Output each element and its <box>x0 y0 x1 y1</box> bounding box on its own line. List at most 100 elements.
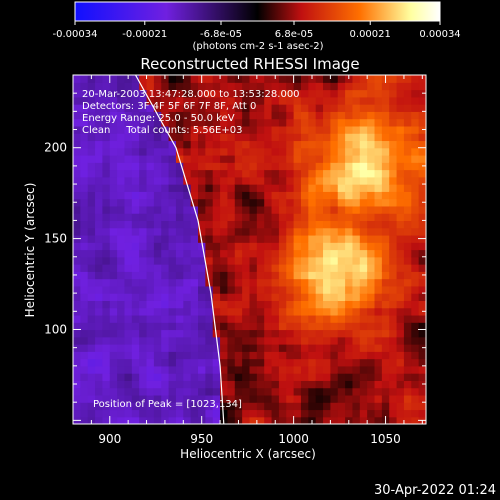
heatmap-cell <box>198 205 206 214</box>
heatmap-cell <box>102 118 111 127</box>
heatmap-cell <box>117 147 126 156</box>
heatmap-cell <box>220 205 229 214</box>
heatmap-cell <box>278 329 287 338</box>
heatmap-cell <box>168 220 177 229</box>
heatmap-cell <box>124 365 133 374</box>
heatmap-cell <box>212 176 221 185</box>
heatmap-cell <box>234 176 243 185</box>
heatmap-cell <box>139 293 148 301</box>
heatmap-cell <box>220 242 229 251</box>
heatmap-cell <box>146 278 155 287</box>
heatmap-cell <box>345 409 354 418</box>
heatmap-cell <box>227 111 236 120</box>
heatmap-cell <box>212 322 221 331</box>
heatmap-cell <box>323 307 331 316</box>
heatmap-cell <box>161 133 170 142</box>
heatmap-cell <box>264 336 273 345</box>
heatmap-cell <box>315 365 324 374</box>
heatmap-cell <box>146 82 155 91</box>
heatmap-cell <box>300 293 309 301</box>
heatmap-cell <box>212 133 221 142</box>
heatmap-cell <box>124 242 133 251</box>
heatmap-cell <box>109 89 118 98</box>
heatmap-cell <box>87 227 96 236</box>
heatmap-cell <box>175 89 184 98</box>
heatmap-cell <box>95 220 104 229</box>
heatmap-cell <box>389 416 398 424</box>
heatmap-cell <box>220 373 229 381</box>
heatmap-cell <box>278 82 287 91</box>
heatmap-cell <box>153 314 162 323</box>
heatmap-cell <box>352 154 361 163</box>
heatmap-cell <box>271 387 280 396</box>
heatmap-cell <box>367 205 376 214</box>
heatmap-cell <box>139 213 148 222</box>
heatmap-cell <box>220 264 229 272</box>
heatmap-cell <box>381 104 390 112</box>
heatmap-cell <box>242 402 251 411</box>
heatmap-cell <box>205 125 214 134</box>
heatmap-cell <box>345 118 354 127</box>
heatmap-cell <box>102 213 111 222</box>
heatmap-cell <box>359 111 368 120</box>
heatmap-cell <box>359 169 368 178</box>
heatmap-cell <box>256 198 265 207</box>
heatmap-cell <box>403 409 412 418</box>
heatmap-cell <box>109 387 118 396</box>
heatmap-cell <box>396 387 405 396</box>
heatmap-cell <box>359 293 368 301</box>
heatmap-cell <box>293 242 302 251</box>
heatmap-cell <box>146 300 155 309</box>
heatmap-cell <box>146 307 155 316</box>
heatmap-cell <box>249 409 258 418</box>
heatmap-cell <box>95 380 104 389</box>
heatmap-cell <box>418 285 426 294</box>
heatmap-cell <box>374 82 383 91</box>
heatmap-cell <box>381 278 390 287</box>
heatmap-cell <box>308 373 317 381</box>
heatmap-cell <box>73 278 81 287</box>
heatmap-cell <box>367 409 376 418</box>
heatmap-cell <box>300 264 309 272</box>
heatmap-cell <box>190 409 199 418</box>
heatmap-cell <box>300 278 309 287</box>
heatmap-cell <box>418 300 426 309</box>
heatmap-cell <box>293 205 302 214</box>
heatmap-cell <box>286 125 295 134</box>
heatmap-cell <box>359 82 368 91</box>
heatmap-cell <box>131 344 140 352</box>
heatmap-cell <box>124 191 133 200</box>
heatmap-cell <box>411 184 420 192</box>
heatmap-cell <box>374 147 383 156</box>
heatmap-cell <box>315 314 324 323</box>
heatmap-cell <box>183 344 192 352</box>
heatmap-cell <box>403 213 412 222</box>
heatmap-cell <box>411 147 420 156</box>
heatmap-cell <box>117 89 126 98</box>
heatmap-cell <box>175 169 184 178</box>
heatmap-cell <box>102 242 111 251</box>
colorbar-unit-label: (photons cm-2 s-1 asec-2) <box>192 41 323 52</box>
heatmap-cell <box>95 402 104 411</box>
heatmap-cell <box>161 147 170 156</box>
heatmap-cell <box>323 198 331 207</box>
heatmap-cell <box>227 205 236 214</box>
heatmap-cell <box>389 89 398 98</box>
heatmap-cell <box>337 176 346 185</box>
heatmap-cell <box>411 162 420 171</box>
heatmap-cell <box>95 125 104 134</box>
heatmap-cell <box>323 402 331 411</box>
heatmap-cell <box>418 133 426 142</box>
heatmap-cell <box>300 242 309 251</box>
heatmap-cell <box>293 184 302 192</box>
heatmap-cell <box>168 191 177 200</box>
heatmap-cell <box>286 242 295 251</box>
heatmap-cell <box>175 322 184 331</box>
heatmap-cell <box>87 242 96 251</box>
heatmap-cell <box>345 125 354 134</box>
heatmap-cell <box>80 147 89 156</box>
heatmap-cell <box>242 300 251 309</box>
heatmap-cell <box>80 373 89 381</box>
heatmap-cell <box>190 271 199 280</box>
heatmap-cell <box>286 271 295 280</box>
